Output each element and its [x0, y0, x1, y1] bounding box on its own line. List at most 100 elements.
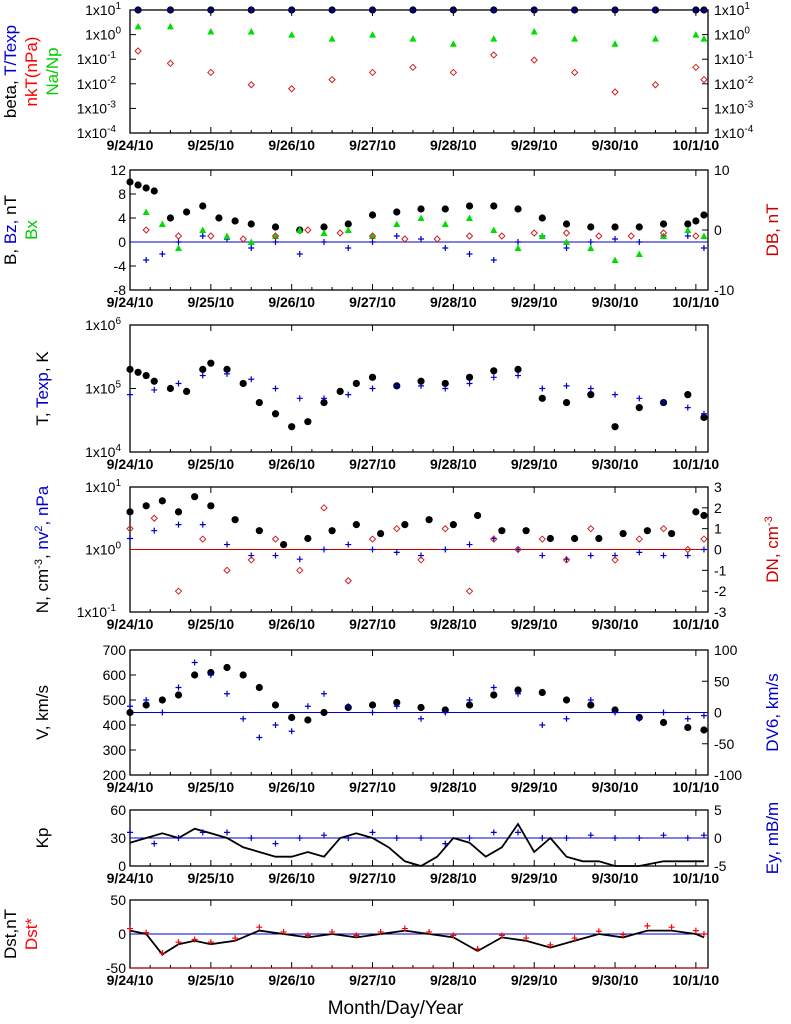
point-db	[692, 232, 700, 240]
y-axis-label-right: DB, nT	[763, 204, 782, 257]
point-v	[142, 701, 150, 709]
point-db	[659, 229, 668, 237]
y-right-tick-label: 1	[714, 521, 722, 537]
point-v	[659, 718, 668, 727]
point-t-texp	[135, 7, 142, 13]
point-t	[635, 404, 643, 412]
y-axis-label-part: Kp	[33, 828, 52, 849]
point-na-np	[166, 22, 174, 30]
point-nv-2	[612, 552, 619, 559]
point-t	[288, 423, 296, 431]
plot-frame	[129, 169, 709, 291]
point-bz	[248, 245, 255, 251]
y-right-tick-label: -1	[714, 562, 727, 578]
point-bx	[635, 250, 643, 257]
point-v	[514, 686, 522, 694]
y-axis-label-right: DN, cm-3	[763, 516, 782, 582]
point-dn	[417, 556, 425, 564]
point-n	[279, 540, 288, 549]
point-v	[368, 701, 377, 709]
y-right-tick-label: 0	[714, 542, 722, 558]
point-n	[522, 527, 530, 535]
point-bx	[175, 244, 183, 251]
point-n	[207, 502, 215, 510]
point-b	[465, 202, 474, 210]
y-right-tick-label: 1x10-4	[714, 124, 754, 141]
point-texp	[636, 395, 643, 402]
point-dn	[490, 535, 498, 543]
point-dn	[199, 535, 207, 543]
point-t-texp	[652, 7, 659, 13]
point-dv6	[175, 684, 182, 691]
point-dst-	[207, 939, 214, 946]
point-ey	[636, 835, 643, 841]
point-dn	[441, 524, 449, 533]
y-tick-exponent: -1	[107, 603, 116, 614]
point-n	[474, 511, 482, 520]
y-tick-label: 1x10-2	[77, 75, 117, 92]
point-dst-	[700, 931, 707, 937]
point-dn	[393, 524, 401, 533]
point-dv6	[442, 709, 449, 716]
point-b	[134, 181, 142, 189]
point-t	[255, 398, 263, 407]
y-axis-label-part: B,	[1, 244, 20, 265]
point-dn	[296, 566, 304, 575]
x-tick-label: 9/28/10	[430, 456, 477, 472]
point-dv6	[515, 690, 522, 697]
y-axis-label-part: ,	[33, 550, 52, 559]
y-right-tick-label: -5	[714, 858, 727, 874]
point-dst-	[474, 945, 481, 952]
point-bx	[587, 244, 595, 251]
y-axis-label-2-part: Dst*	[22, 918, 41, 951]
point-t-texp	[531, 7, 538, 13]
point-na-np	[288, 31, 296, 38]
point-b	[611, 223, 619, 231]
y-tick-label: 500	[103, 692, 127, 708]
y-tick-exponent: -3	[107, 99, 116, 110]
point-n	[142, 502, 150, 510]
point-dn	[700, 535, 708, 543]
point-t	[684, 391, 692, 399]
y-axis-label-right-part: DN, cm	[763, 526, 782, 583]
point-na-np	[134, 22, 142, 30]
y-right-tick-label: -100	[714, 767, 742, 783]
point-t	[304, 418, 312, 426]
point-v	[490, 691, 498, 699]
point-texp	[490, 374, 497, 381]
y-axis-label-part: Dst,nT	[1, 909, 20, 959]
point-b	[182, 208, 191, 216]
y-axis-label: Kp	[33, 828, 52, 849]
point-t	[336, 387, 344, 396]
point-ey	[224, 829, 231, 836]
point-v	[288, 713, 296, 722]
x-tick-label: 9/26/10	[268, 137, 315, 153]
point-texp	[612, 391, 619, 398]
point-dst-	[143, 929, 150, 936]
point-bz	[636, 239, 643, 245]
point-na-np	[571, 35, 579, 42]
point-b	[320, 223, 328, 231]
plot-frame	[129, 324, 709, 453]
point-bx	[538, 232, 546, 239]
point-bz	[563, 245, 570, 251]
y-right-tick-exponent: -2	[744, 75, 753, 86]
point-db	[595, 232, 603, 240]
point-bx	[514, 244, 522, 251]
point-b	[490, 202, 498, 210]
y-right-tick-label: -10	[714, 282, 734, 298]
y-tick-label: 600	[103, 667, 127, 683]
point-ey	[612, 835, 619, 841]
point-texp	[321, 395, 328, 402]
point-b	[271, 223, 280, 231]
point-dst-	[595, 928, 602, 935]
point-ey	[700, 832, 707, 839]
point-na-np	[247, 27, 255, 35]
point-dn	[514, 545, 522, 554]
point-dv6	[490, 684, 497, 691]
x-tick-label: 9/29/10	[511, 779, 558, 795]
x-tick-label: 9/30/10	[592, 137, 639, 153]
point-nkt-npa-	[166, 59, 175, 68]
point-dst-	[256, 924, 263, 931]
point-n	[191, 493, 199, 501]
